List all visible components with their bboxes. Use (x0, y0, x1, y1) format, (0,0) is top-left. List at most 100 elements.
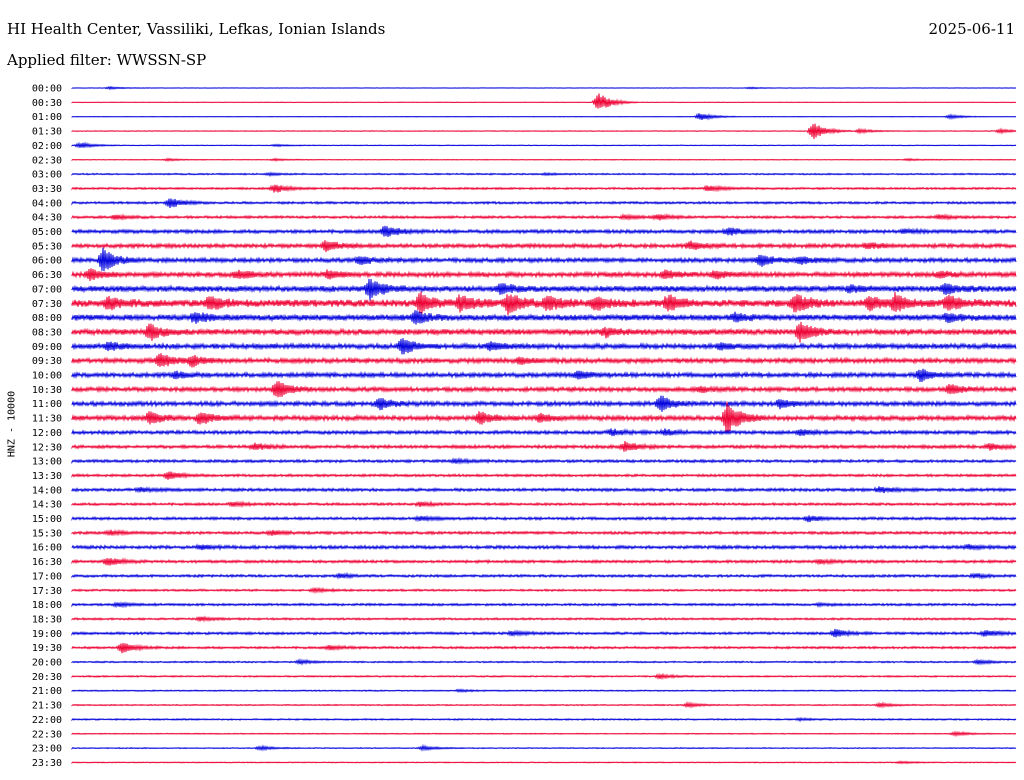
tick-label: 16:00 (32, 543, 62, 554)
tick-label: 11:00 (32, 399, 62, 410)
trace-0700 (71, 278, 1017, 301)
tick-label: 14:30 (32, 500, 62, 511)
trace-1600 (71, 543, 1017, 552)
tick-label: 03:00 (32, 170, 62, 181)
tick-label: 05:30 (32, 241, 62, 252)
tick-label: 23:30 (32, 758, 62, 769)
tick-label: 13:30 (32, 471, 62, 482)
tick-label: 13:00 (32, 457, 62, 468)
trace-0300 (71, 171, 1017, 178)
trace-0330 (71, 184, 1017, 193)
trace-1700 (71, 571, 1017, 580)
tick-label: 04:00 (32, 198, 62, 209)
tick-label: 10:00 (32, 371, 62, 382)
trace-1930 (71, 643, 1017, 654)
tick-label: 00:30 (32, 98, 62, 109)
trace-0130 (71, 123, 1017, 140)
trace-1500 (71, 514, 1017, 523)
tick-label: 08:30 (32, 327, 62, 338)
trace-1830 (71, 615, 1017, 623)
tick-label: 06:30 (32, 270, 62, 281)
tick-label: 07:30 (32, 299, 62, 310)
trace-1000 (71, 368, 1017, 383)
trace-2330 (71, 760, 1017, 765)
trace-1200 (71, 428, 1017, 437)
trace-1230 (71, 441, 1017, 452)
trace-2230 (71, 730, 1017, 738)
trace-0030 (71, 93, 1017, 109)
tick-label: 14:00 (32, 485, 62, 496)
tick-label: 15:30 (32, 528, 62, 539)
tick-label: 01:30 (32, 127, 62, 138)
trace-2100 (71, 688, 1017, 694)
tick-label: 03:30 (32, 184, 62, 195)
tick-label: 22:30 (32, 729, 62, 740)
trace-0730 (71, 291, 1017, 316)
trace-2000 (71, 658, 1017, 666)
chart-title: HI Health Center, Vassiliki, Lefkas, Ion… (7, 20, 386, 38)
trace-1330 (71, 471, 1017, 480)
tick-label: 23:00 (32, 744, 62, 755)
trace-1300 (71, 457, 1017, 465)
trace-0100 (71, 112, 1017, 121)
tick-label: 00:00 (32, 84, 62, 95)
trace-2030 (71, 672, 1017, 681)
trace-2130 (71, 701, 1017, 709)
trace-0930 (71, 353, 1017, 368)
chart-date: 2025-06-11 (928, 20, 1015, 38)
filter-label: Applied filter: WWSSN-SP (7, 51, 207, 69)
trace-0900 (71, 338, 1017, 355)
tick-label: 02:00 (32, 141, 62, 152)
trace-2200 (71, 716, 1017, 723)
tick-label: 06:00 (32, 256, 62, 267)
trace-1130 (71, 401, 1017, 434)
tick-label: 21:30 (32, 701, 62, 712)
trace-1430 (71, 500, 1017, 509)
trace-0430 (71, 213, 1017, 221)
tick-label: 10:30 (32, 385, 62, 396)
trace-0630 (71, 268, 1017, 281)
trace-1800 (71, 601, 1017, 609)
tick-label: 07:00 (32, 284, 62, 295)
tick-label: 17:30 (32, 586, 62, 597)
tick-label: 22:00 (32, 715, 62, 726)
tick-label: 16:30 (32, 557, 62, 568)
tick-label: 11:30 (32, 414, 62, 425)
trace-0230 (71, 157, 1017, 163)
trace-1030 (71, 381, 1017, 398)
trace-0530 (71, 240, 1017, 253)
tick-label: 12:00 (32, 428, 62, 439)
tick-label: 12:30 (32, 442, 62, 453)
tick-label: 21:00 (32, 686, 62, 697)
tick-label: 18:00 (32, 600, 62, 611)
tick-label: 08:00 (32, 313, 62, 324)
tick-label: 04:30 (32, 213, 62, 224)
tick-label: 05:00 (32, 227, 62, 238)
trace-1730 (71, 586, 1017, 595)
trace-0000 (71, 85, 1017, 91)
tick-label: 01:00 (32, 112, 62, 123)
trace-0400 (71, 198, 1017, 208)
trace-0500 (71, 225, 1017, 238)
tick-label: 19:00 (32, 629, 62, 640)
trace-0800 (71, 310, 1017, 325)
trace-1100 (71, 395, 1017, 412)
tick-label-group: 00:00 00:30 01:00 01:30 02:00 02:30 03:00 03:30… (32, 84, 62, 769)
tick-label: 09:00 (32, 342, 62, 353)
tick-label: 15:00 (32, 514, 62, 525)
trace-0600 (71, 247, 1017, 272)
tick-label: 02:30 (32, 155, 62, 166)
tick-label: 20:30 (32, 672, 62, 683)
tick-label: 09:30 (32, 356, 62, 367)
tick-label: 17:00 (32, 571, 62, 582)
tick-label: 19:30 (32, 643, 62, 654)
tick-label: 18:30 (32, 614, 62, 625)
trace-1530 (71, 528, 1017, 537)
trace-1630 (71, 557, 1017, 566)
trace-1400 (71, 486, 1017, 494)
trace-0830 (71, 321, 1017, 343)
trace-group (71, 85, 1017, 765)
trace-0200 (71, 141, 1017, 149)
trace-1900 (71, 628, 1017, 638)
